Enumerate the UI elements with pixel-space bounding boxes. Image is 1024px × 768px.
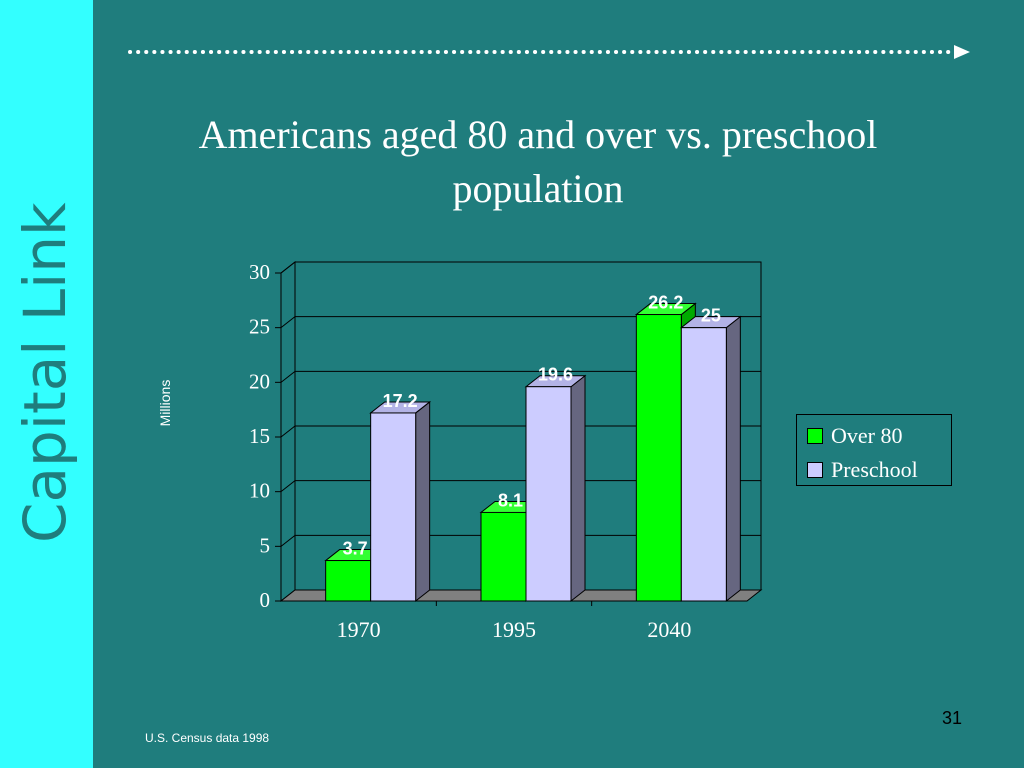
bar-side-preschool-1995 bbox=[570, 374, 586, 603]
bar-over-80-1970 bbox=[325, 560, 372, 602]
page-number: 31 bbox=[941, 708, 962, 728]
data-label-preschool-1970: 17.2 bbox=[383, 391, 418, 411]
gridline-side bbox=[280, 370, 296, 383]
x-tick-label-1995: 1995 bbox=[492, 617, 536, 642]
data-label-over-80-1995: 8.1 bbox=[498, 490, 523, 510]
bar-side-preschool-2040 bbox=[725, 315, 741, 603]
data-label-over-80-1970: 3.7 bbox=[343, 539, 368, 559]
gridline-side bbox=[280, 261, 296, 274]
bar-side-preschool-1970 bbox=[415, 400, 431, 603]
data-label-over-80-2040: 26.2 bbox=[648, 293, 683, 313]
y-tick-label: 25 bbox=[249, 315, 270, 339]
bar-preschool-2040 bbox=[680, 327, 727, 602]
source-note: U.S. Census data 1998 bbox=[145, 731, 270, 745]
data-label-preschool-2040: 25 bbox=[701, 306, 721, 326]
y-tick-label: 20 bbox=[249, 369, 270, 393]
y-tick-label: 15 bbox=[249, 424, 270, 448]
gridline-side bbox=[280, 534, 296, 547]
y-tick-label: 5 bbox=[260, 533, 271, 557]
legend-swatch-preschool bbox=[807, 462, 823, 478]
legend-label-over-80: Over 80 bbox=[831, 423, 903, 448]
x-tick-label-2040: 2040 bbox=[647, 617, 691, 642]
bar-preschool-1970 bbox=[370, 412, 417, 602]
dotted-divider bbox=[128, 45, 970, 59]
gridline-side bbox=[280, 316, 296, 329]
sidebar-panel: Capital Link bbox=[0, 0, 93, 768]
legend-swatch-over-80 bbox=[807, 428, 823, 444]
chart-legend: Over 80 Preschool bbox=[796, 414, 952, 486]
bar-preschool-1995 bbox=[525, 386, 572, 602]
bar-over-80-1995 bbox=[480, 511, 527, 602]
gridline-side bbox=[280, 480, 296, 493]
gridline-side bbox=[280, 425, 296, 438]
data-label-preschool-1995: 19.6 bbox=[538, 365, 573, 385]
slide-title: Americans aged 80 and over vs. preschool… bbox=[198, 112, 878, 211]
y-tick-label: 0 bbox=[260, 588, 271, 612]
legend-label-preschool: Preschool bbox=[831, 457, 918, 482]
arrow-right-icon bbox=[954, 45, 970, 59]
y-tick-label: 10 bbox=[249, 479, 270, 503]
legend-item-preschool: Preschool bbox=[807, 457, 918, 483]
bar-over-80-2040 bbox=[635, 314, 682, 602]
x-tick-label-1970: 1970 bbox=[337, 617, 381, 642]
legend-item-over-80: Over 80 bbox=[807, 423, 902, 449]
y-axis-label: Millions bbox=[157, 380, 173, 427]
y-tick-label: 30 bbox=[249, 260, 270, 284]
